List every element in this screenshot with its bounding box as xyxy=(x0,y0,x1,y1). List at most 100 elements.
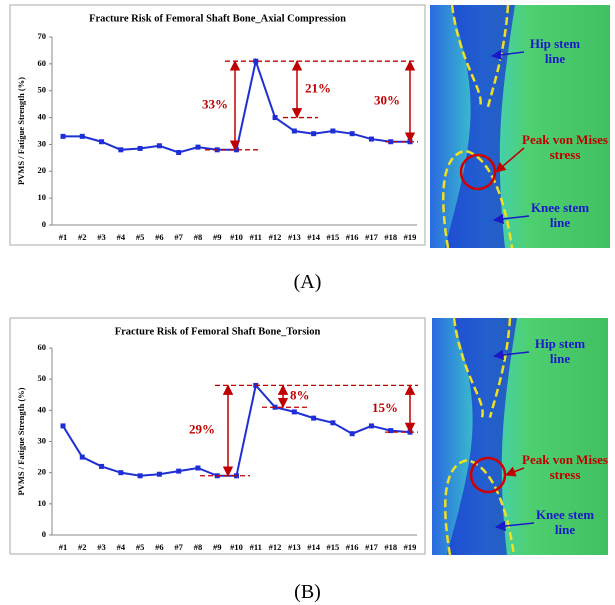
y-tick-label: 50 xyxy=(38,373,47,383)
x-tick-label: #16 xyxy=(346,232,359,242)
point xyxy=(61,423,66,428)
point xyxy=(80,134,85,139)
point xyxy=(311,131,316,136)
annotation: 33% xyxy=(202,96,228,111)
point xyxy=(99,464,104,469)
y-tick-label: 20 xyxy=(38,165,47,175)
point xyxy=(176,469,181,474)
annotation: 21% xyxy=(305,80,331,95)
x-tick-label: #1 xyxy=(59,232,68,242)
y-tick-label: 30 xyxy=(38,435,47,445)
x-tick-label: #15 xyxy=(327,542,340,552)
x-tick-label: #18 xyxy=(384,232,397,242)
y-axis-label: PVMS / Fatigue Strength (%) xyxy=(16,77,26,185)
x-tick-label: #12 xyxy=(269,542,282,552)
image-label: Hip stem line xyxy=(520,36,590,66)
y-tick-label: 10 xyxy=(38,192,47,202)
chart-frame xyxy=(10,5,425,245)
point xyxy=(61,134,66,139)
y-tick-label: 10 xyxy=(38,498,47,508)
y-tick-label: 40 xyxy=(38,404,47,414)
point xyxy=(80,455,85,460)
x-tick-label: #8 xyxy=(194,232,203,242)
annotation: 30% xyxy=(374,92,400,107)
x-tick-label: #11 xyxy=(250,232,262,242)
chart: Fracture Risk of Femoral Shaft Bone_Axia… xyxy=(0,0,615,605)
x-tick-label: #10 xyxy=(230,232,243,242)
point xyxy=(157,143,162,148)
x-tick-label: #7 xyxy=(174,542,183,552)
y-axis-label: PVMS / Fatigue Strength (%) xyxy=(16,387,26,495)
x-tick-label: #4 xyxy=(117,542,126,552)
x-tick-label: #14 xyxy=(307,542,321,552)
y-tick-label: 30 xyxy=(38,138,47,148)
x-tick-label: #6 xyxy=(155,232,164,242)
x-tick-label: #8 xyxy=(194,542,203,552)
x-tick-label: #2 xyxy=(78,542,87,552)
x-tick-label: #14 xyxy=(307,232,321,242)
panel-label: (B) xyxy=(0,581,615,604)
point xyxy=(99,139,104,144)
x-tick-label: #13 xyxy=(288,542,301,552)
point xyxy=(118,147,123,152)
x-tick-label: #5 xyxy=(136,232,145,242)
point xyxy=(195,145,200,150)
x-tick-label: #13 xyxy=(288,232,301,242)
point xyxy=(273,115,278,120)
annotation: 15% xyxy=(372,400,398,415)
x-tick-label: #3 xyxy=(97,542,106,552)
y-tick-label: 40 xyxy=(38,112,47,122)
y-tick-label: 0 xyxy=(42,529,46,539)
point xyxy=(330,129,335,134)
point xyxy=(350,131,355,136)
x-tick-label: #17 xyxy=(365,232,379,242)
point xyxy=(118,470,123,475)
y-tick-label: 50 xyxy=(38,85,47,95)
chart-title: Fracture Risk of Femoral Shaft Bone_Tors… xyxy=(115,326,321,337)
x-tick-label: #15 xyxy=(327,232,340,242)
x-tick-label: #17 xyxy=(365,542,379,552)
image-label: Peak von Mises stress xyxy=(520,132,610,162)
x-tick-label: #9 xyxy=(213,232,222,242)
y-tick-label: 60 xyxy=(38,58,47,68)
x-tick-label: #18 xyxy=(384,542,397,552)
y-tick-label: 70 xyxy=(38,31,47,41)
x-tick-label: #11 xyxy=(250,542,262,552)
point xyxy=(138,473,143,478)
point xyxy=(369,137,374,142)
point xyxy=(138,146,143,151)
y-tick-label: 0 xyxy=(42,219,46,229)
point xyxy=(311,416,316,421)
x-tick-label: #7 xyxy=(174,232,183,242)
point xyxy=(292,409,297,414)
annotation: 8% xyxy=(290,387,310,402)
point xyxy=(292,129,297,134)
point xyxy=(330,420,335,425)
figure: Fracture Risk of Femoral Shaft Bone_Axia… xyxy=(0,0,615,605)
point xyxy=(195,465,200,470)
y-tick-label: 60 xyxy=(38,342,47,352)
x-tick-label: #5 xyxy=(136,542,145,552)
x-tick-label: #19 xyxy=(404,542,417,552)
x-tick-label: #2 xyxy=(78,232,87,242)
x-tick-label: #4 xyxy=(117,232,126,242)
x-tick-label: #10 xyxy=(230,542,243,552)
x-tick-label: #9 xyxy=(213,542,222,552)
x-tick-label: #1 xyxy=(59,542,68,552)
chart-frame xyxy=(10,318,425,554)
point xyxy=(350,431,355,436)
x-tick-label: #19 xyxy=(404,232,417,242)
point xyxy=(176,150,181,155)
y-tick-label: 20 xyxy=(38,467,47,477)
x-tick-label: #12 xyxy=(269,232,282,242)
image-label: Peak von Mises stress xyxy=(520,452,610,482)
chart-title: Fracture Risk of Femoral Shaft Bone_Axia… xyxy=(89,13,346,24)
image-label: Knee stem line xyxy=(530,507,600,537)
x-tick-label: #16 xyxy=(346,542,359,552)
image-label: Knee stem line xyxy=(525,200,595,230)
annotation: 29% xyxy=(189,422,215,437)
point xyxy=(157,472,162,477)
panel-label: (A) xyxy=(0,271,615,294)
image-label: Hip stem line xyxy=(525,336,595,366)
x-tick-label: #6 xyxy=(155,542,164,552)
